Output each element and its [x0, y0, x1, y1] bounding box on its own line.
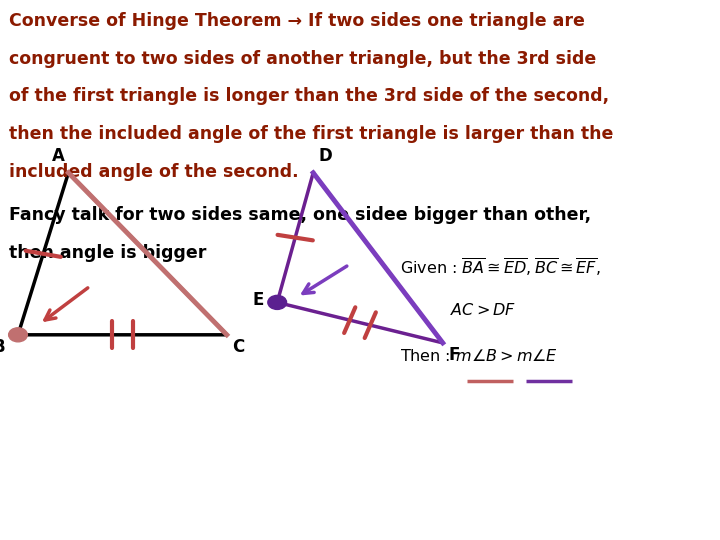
Text: then the included angle of the first triangle is larger than the: then the included angle of the first tri… [9, 125, 613, 143]
Text: D: D [319, 147, 333, 165]
Circle shape [268, 295, 287, 309]
Text: Fancy talk for two sides same, one sidee bigger than other,: Fancy talk for two sides same, one sidee… [9, 206, 591, 224]
Text: Converse of Hinge Theorem → If two sides one triangle are: Converse of Hinge Theorem → If two sides… [9, 12, 585, 30]
Text: B: B [0, 338, 5, 355]
Text: A: A [52, 147, 65, 165]
Text: congruent to two sides of another triangle, but the 3rd side: congruent to two sides of another triang… [9, 50, 596, 68]
Text: E: E [253, 291, 264, 309]
Text: Then : $m\angle B > m\angle E$: Then : $m\angle B > m\angle E$ [400, 348, 557, 364]
Text: $AC > DF$: $AC > DF$ [450, 302, 516, 319]
Text: of the first triangle is longer than the 3rd side of the second,: of the first triangle is longer than the… [9, 87, 609, 105]
Circle shape [9, 328, 27, 342]
Text: then angle is bigger: then angle is bigger [9, 244, 206, 262]
Text: included angle of the second.: included angle of the second. [9, 163, 298, 181]
Text: Given : $\overline{BA} \cong \overline{ED}, \overline{BC} \cong \overline{EF},$: Given : $\overline{BA} \cong \overline{E… [400, 256, 600, 279]
Text: C: C [233, 338, 245, 355]
Text: F: F [449, 346, 460, 363]
